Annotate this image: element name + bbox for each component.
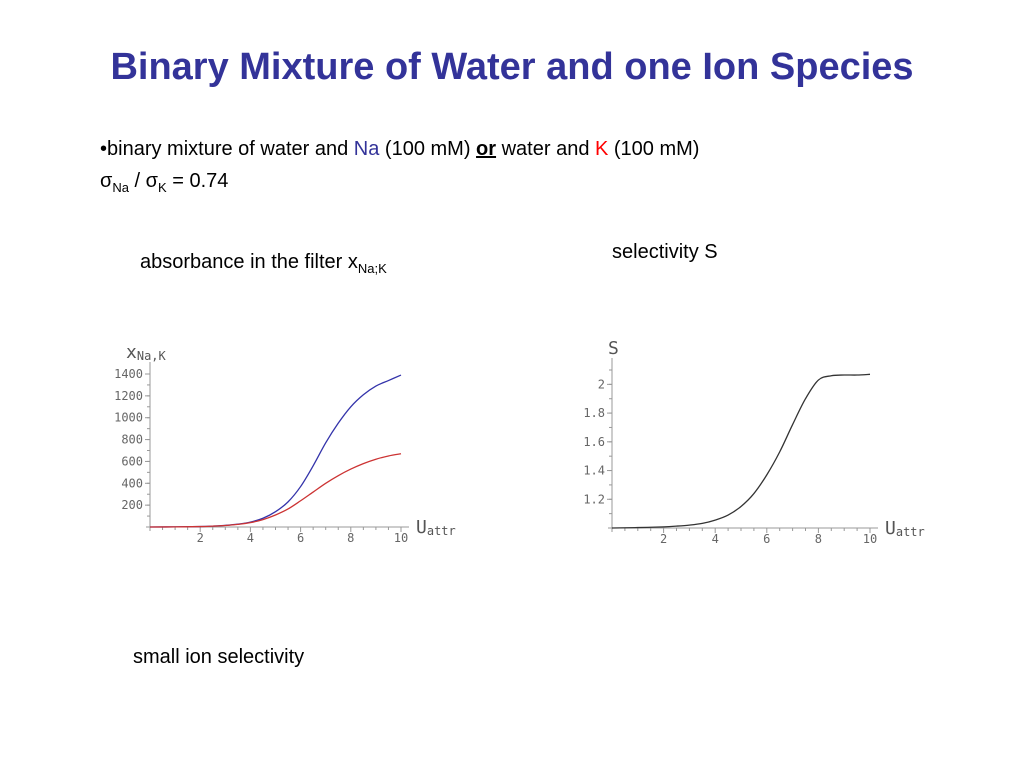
slide-title: Binary Mixture of Water and one Ion Spec… (110, 46, 914, 88)
sigma-na-subscript: Na (112, 180, 129, 195)
y-axis-label: xNa,K (126, 342, 167, 363)
y-tick-label: 1200 (114, 389, 143, 403)
x-axis-label-sub: attr (896, 525, 925, 539)
series-line-0 (611, 373, 871, 529)
x-tick-label: 6 (297, 531, 304, 545)
conc-na: (100 mM) (379, 138, 477, 160)
absorbance-label: absorbance in the filter xNa;K (140, 251, 387, 276)
absorbance-label-text: absorbance in the filter x (140, 251, 358, 273)
x-tick-label: 10 (863, 532, 877, 546)
y-tick-label: 1.2 (583, 492, 605, 506)
selectivity-chart: 2 4 6 8 10 1.2 1.4 1.6 1.8 2 S Uattr (583, 338, 924, 546)
absorbance-chart: 2 4 6 8 10 200 400 600 800 1000 1200 1400 xNa,K Uattr (114, 342, 456, 545)
ion-k-label: K (595, 138, 609, 160)
series-line-0 (149, 374, 402, 528)
bullet-mixture-prefix: •binary mixture of water and (100, 138, 354, 160)
absorbance-label-subscript: Na;K (357, 261, 387, 276)
y-tick-label: 1.8 (583, 406, 605, 420)
y-tick-label: 1.4 (583, 464, 605, 478)
x-tick-label: 2 (660, 532, 667, 546)
x-tick-label: 4 (712, 532, 719, 546)
x-axis-label: Uattr (885, 518, 925, 539)
x-axis-label-main: U (416, 517, 427, 538)
sigma-k-symbol: σ (145, 170, 158, 192)
bullet-sigma-ratio: σNa / σK = 0.74 (100, 170, 228, 195)
y-tick-label: 800 (121, 433, 143, 447)
y-tick-label: 1.6 (583, 435, 605, 449)
bullet-mixture: •binary mixture of water and Na (100 mM)… (100, 138, 699, 161)
x-tick-label: 6 (763, 532, 770, 546)
y-tick-label: 200 (121, 498, 143, 512)
bullet-mixture-mid: water and (496, 138, 595, 160)
y-tick-label: 1000 (114, 411, 143, 425)
sigma-separator: / (128, 170, 146, 192)
x-tick-label: 8 (347, 531, 354, 545)
y-axis-label-sub: Na,K (137, 349, 167, 363)
y-tick-label: 400 (121, 476, 143, 490)
x-tick-label: 2 (197, 531, 204, 545)
x-axis-label-sub: attr (427, 524, 456, 538)
x-axis-label: Uattr (416, 517, 456, 538)
selectivity-label: selectivity S (612, 241, 718, 263)
x-tick-label: 4 (247, 531, 254, 545)
conc-k: (100 mM) (608, 138, 700, 160)
sigma-k-subscript: K (157, 180, 167, 195)
x-axis-label-main: U (885, 518, 896, 539)
sigma-ratio-value: = 0.74 (166, 170, 229, 192)
ion-na-label: Na (353, 138, 380, 160)
sigma-na-symbol: σ (100, 170, 113, 192)
or-label: or (476, 138, 497, 160)
x-tick-label: 8 (815, 532, 822, 546)
y-axis-label-main: S (608, 338, 619, 359)
y-tick-label: 2 (598, 377, 605, 391)
small-ion-selectivity-label: small ion selectivity (133, 646, 305, 668)
series-line-1 (149, 453, 402, 528)
y-tick-label: 600 (121, 454, 143, 468)
y-axis-label: S (608, 338, 619, 359)
y-tick-label: 1400 (114, 367, 143, 381)
x-tick-label: 10 (394, 531, 408, 545)
y-axis-label-main: x (126, 342, 137, 363)
